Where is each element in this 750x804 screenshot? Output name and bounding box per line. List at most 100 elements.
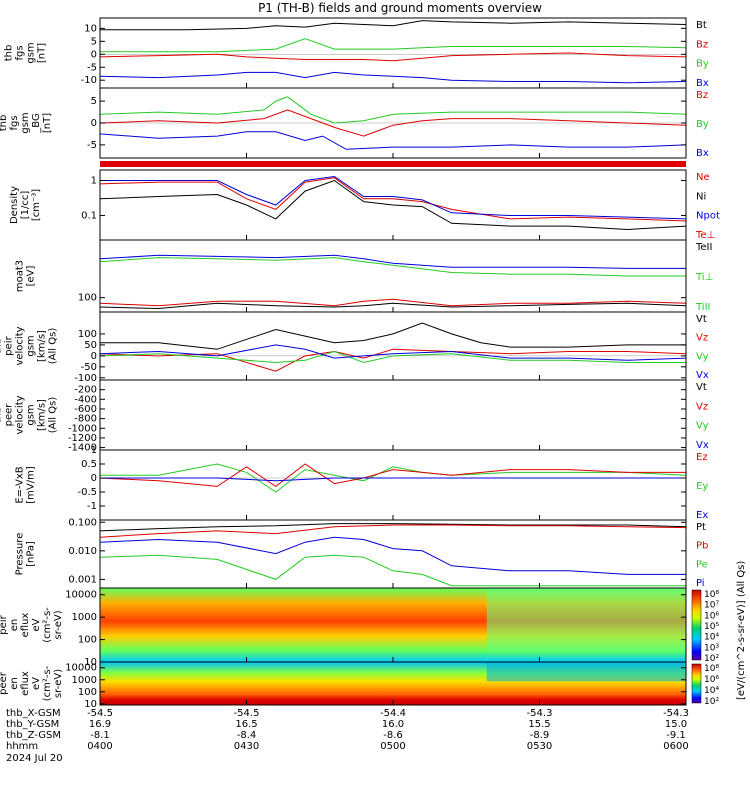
legend-item: TeII xyxy=(695,242,712,253)
y-tick-label: 0 xyxy=(91,49,97,60)
time-axis-value: 16.0 xyxy=(382,719,404,730)
legend-item: Ni xyxy=(696,191,706,202)
y-tick-label: 10 xyxy=(84,699,97,710)
series-ni-line xyxy=(99,179,687,231)
legend-item: Vx xyxy=(696,370,709,381)
y-tick-label: -600 xyxy=(74,404,97,415)
series-ex-line xyxy=(100,477,686,482)
series-bx-line xyxy=(99,131,687,150)
series-ez-line xyxy=(99,463,686,488)
legend-item: Ti⊥ xyxy=(695,272,713,283)
panel-frame xyxy=(99,17,687,89)
y-axis-label: Density[1/cc][cm⁻³] xyxy=(9,186,42,224)
panel-frame xyxy=(99,239,687,313)
colorbar-tick-label: 10³ xyxy=(704,643,719,653)
y-tick-label: 10 xyxy=(84,23,97,34)
time-axis-row-label: thb_Y-GSM xyxy=(6,719,59,730)
y-axis-label: thbpeervelocitygsm[km/s](All Qs) xyxy=(0,395,59,434)
y-tick-label: -5 xyxy=(87,62,97,73)
y-tick-label: 0 xyxy=(91,118,97,129)
colorbar-tick-label: 10² xyxy=(704,654,719,664)
time-axis-value: -8.1 xyxy=(90,730,110,741)
colorbar-tick-label: 10⁵ xyxy=(704,622,719,632)
time-axis: thb_X-GSM thb_Y-GSM thb_Z-GSM hhmm 2024 … xyxy=(6,708,689,764)
colorbar xyxy=(691,589,702,661)
series-bt-line xyxy=(100,20,687,31)
y-tick-label: -1200 xyxy=(68,433,97,444)
y-tick-label: -800 xyxy=(74,414,97,425)
colorbar-tick-label: 10⁶ xyxy=(704,675,719,685)
y-axis-label: moat3[eV] xyxy=(15,260,37,292)
series-bz-line xyxy=(99,109,687,137)
y-tick-label: 100 xyxy=(78,635,97,646)
y-tick-label: 50 xyxy=(84,340,97,351)
y-tick-label: 1 xyxy=(91,445,97,456)
panel-frame xyxy=(99,379,687,451)
series-bx-line xyxy=(99,71,687,84)
y-tick-label: -400 xyxy=(74,394,97,405)
colorbar-tick-label: 10⁴ xyxy=(704,633,719,643)
legend-item: Ey xyxy=(696,481,708,492)
time-axis-value: -54.3 xyxy=(663,708,689,719)
series-ey-line xyxy=(100,463,687,493)
panel-frame xyxy=(99,449,687,521)
date-label: 2024 Jul 20 xyxy=(6,753,63,764)
series-bz-line xyxy=(99,52,687,62)
time-axis-value: 15.0 xyxy=(665,719,687,730)
y-tick-label: 10000 xyxy=(65,663,97,674)
time-axis-value: 0400 xyxy=(87,741,112,752)
legend-item: Pe xyxy=(696,559,708,570)
y-axis-label: thbpeirvelocitygsm[km/s](All Qs) xyxy=(0,326,59,365)
series-vz-line xyxy=(99,348,687,372)
y-axis-label: E=-VxB[mV/m] xyxy=(15,466,37,504)
time-axis-value: 16.5 xyxy=(235,719,257,730)
spectrogram-quiet-region xyxy=(486,588,686,651)
panel-temperature: TeII Ti⊥ TiII 100 moat3[eV] xyxy=(15,239,713,313)
y-tick-label: -1400 xyxy=(68,443,97,454)
legend-item: Vy xyxy=(696,351,709,362)
y-tick-label: 5 xyxy=(91,96,97,107)
legend-item: Pi xyxy=(696,578,705,589)
time-axis-row-label: thb_Z-GSM xyxy=(6,730,61,741)
panel-fgs_gse: Bz By Bx 5 0 -5 thbfgsgsm_BG[nT] xyxy=(0,87,709,159)
series-pt-line xyxy=(99,523,687,532)
y-axis-label: thbpeerenefluxeV(cm²-s-sr-eV) xyxy=(0,665,64,701)
time-axis-value: 0600 xyxy=(663,741,688,752)
y-tick-label: 100 xyxy=(78,293,97,304)
time-axis-value: 0500 xyxy=(380,741,405,752)
colorbar-tick-label: 10⁴ xyxy=(704,686,719,696)
legend-item: By xyxy=(696,119,709,130)
y-tick-label: 5 xyxy=(91,36,97,47)
y-tick-label: 0.5 xyxy=(81,459,97,470)
time-axis-value: 15.5 xyxy=(528,719,550,730)
legend-item: Vz xyxy=(696,401,708,412)
y-tick-label: 0.010 xyxy=(68,546,97,557)
series-pi-line xyxy=(99,536,686,575)
legend-item: Vz xyxy=(696,333,708,344)
legend-item: Npot xyxy=(696,211,720,222)
colorbar-tick-label: 10² xyxy=(704,697,719,707)
legend-item: Bz xyxy=(696,90,708,101)
y-tick-label: 1 xyxy=(91,176,97,187)
legend-item: Pb xyxy=(696,541,708,552)
legend-item: Vy xyxy=(696,421,709,432)
y-tick-label: 1000 xyxy=(72,612,97,623)
y-tick-label: -200 xyxy=(74,385,97,396)
time-axis-value: -8.6 xyxy=(383,730,403,741)
y-tick-label: -50 xyxy=(81,362,97,373)
series-pe-line xyxy=(99,554,686,587)
series-npot-line xyxy=(100,175,687,220)
panel-frame xyxy=(99,519,687,589)
panel-pressure: Pt Pb Pe Pi 0.100 0.010 0.001 Pressure[nPa] xyxy=(15,517,709,589)
legend-item: Bx xyxy=(696,78,709,89)
legend-item: Vt xyxy=(696,314,707,325)
time-axis-value: -54.5 xyxy=(234,708,260,719)
y-axis-label: thbpeirenefluxeV(cm²-s-sr-eV) xyxy=(0,607,64,643)
legend-item: TiII xyxy=(695,302,710,313)
time-axis-value: -9.1 xyxy=(666,730,686,741)
time-axis-value: 16.9 xyxy=(89,719,111,730)
